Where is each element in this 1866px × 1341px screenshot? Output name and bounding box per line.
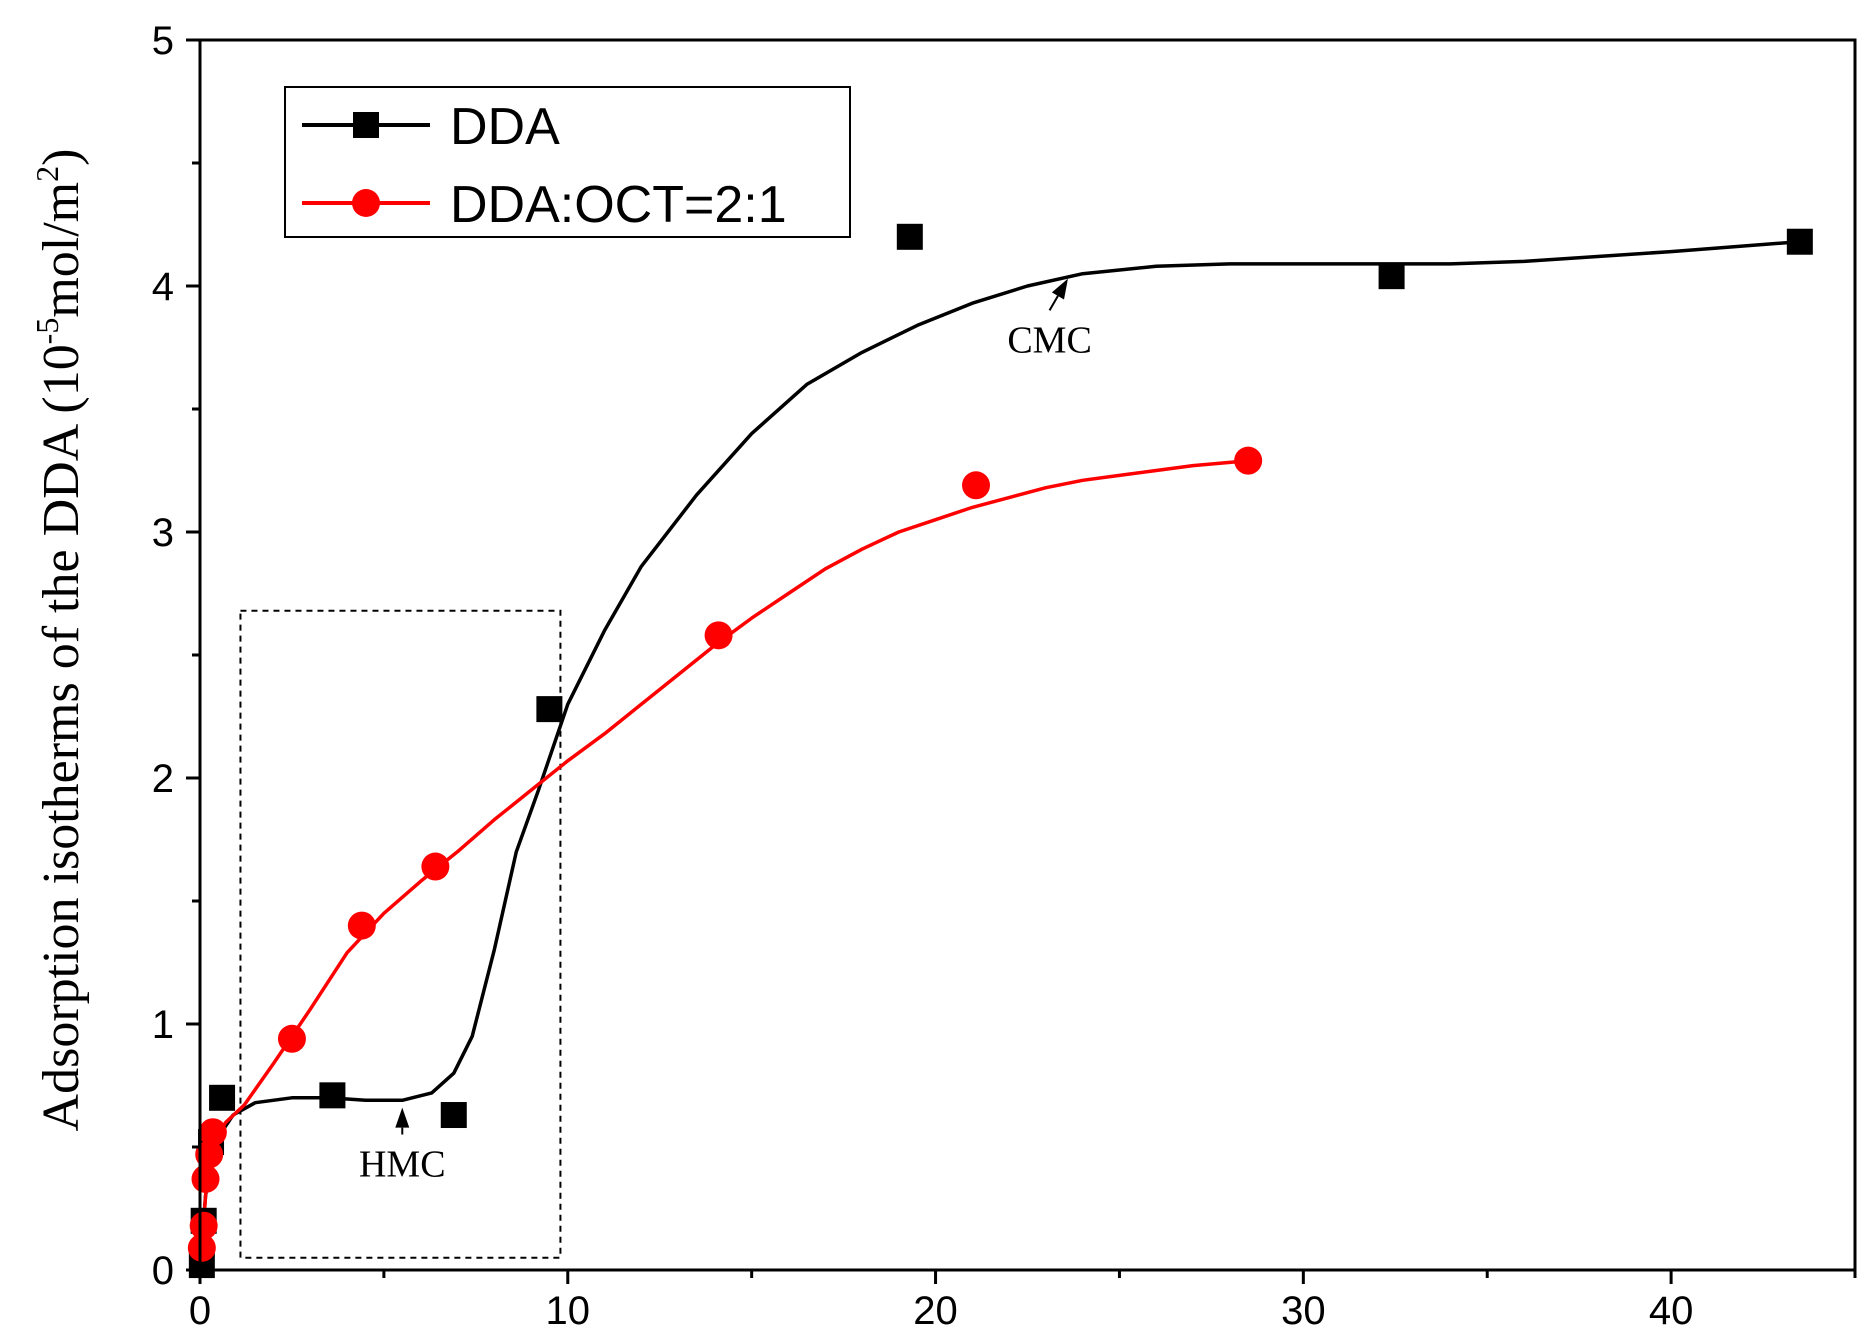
data-point-dda-oct [347,911,376,940]
data-point-dda-oct [198,1118,227,1147]
data-point-dda [1378,263,1405,290]
y-tick-label: 5 [152,19,174,63]
y-tick-label: 1 [152,1003,174,1047]
x-tick-label: 20 [913,1289,958,1333]
data-point-dda [209,1084,236,1111]
annotation-arrow-head [1051,278,1068,300]
y-tick-label: 0 [152,1249,174,1293]
x-tick-label: 40 [1649,1289,1694,1333]
data-point-dda [1786,228,1813,255]
fit-line-dda-oct [198,458,1249,1271]
data-point-dda-oct [1234,446,1263,475]
x-tick-label: 10 [546,1289,591,1333]
data-point-dda-oct [191,1164,220,1193]
annotation-cmc-label: CMC [1007,319,1091,361]
legend-label-dda-oct: DDA:OCT=2:1 [450,176,787,234]
data-point-dda-oct [421,852,450,881]
data-point-dda [440,1102,467,1129]
legend-marker-dda [353,112,379,138]
x-tick-label: 30 [1281,1289,1326,1333]
data-point-dda-oct [195,1140,224,1169]
data-point-dda-oct [704,621,733,650]
data-point-dda-oct [962,471,991,500]
legend: DDA DDA:OCT=2:1 [284,86,851,238]
data-point-dda [896,223,923,250]
y-tick-label: 2 [152,757,174,801]
highlight-box-layer [239,609,562,1259]
fit-lines [198,239,1800,1271]
y-tick-label: 3 [152,511,174,555]
axes: 0 10 20 30 40 0 1 2 3 4 5 [152,19,1857,1333]
legend-label-dda: DDA [450,98,560,156]
highlight-box [239,609,562,1259]
data-point-dda [536,696,563,723]
data-point-dda-oct [277,1024,306,1053]
legend-frame [284,86,851,238]
data-point-dda-oct [189,1211,218,1240]
legend-marker-dda-oct [352,189,380,217]
y-tick-label: 4 [152,265,174,309]
annotation-arrow-line [1048,295,1059,311]
annotations: HMC CMC [359,278,1092,1186]
annotation-arrow-head [395,1107,410,1128]
y-axis-label: Adsorption isotherms of the DDA (10-5mol… [29,149,90,1132]
x-tick-label: 0 [189,1289,211,1333]
data-point-dda-oct [187,1233,216,1262]
annotation-hmc-label: HMC [359,1144,446,1186]
fit-line-dda [198,239,1800,1271]
data-markers [187,223,1813,1279]
data-point-dda [319,1082,346,1109]
